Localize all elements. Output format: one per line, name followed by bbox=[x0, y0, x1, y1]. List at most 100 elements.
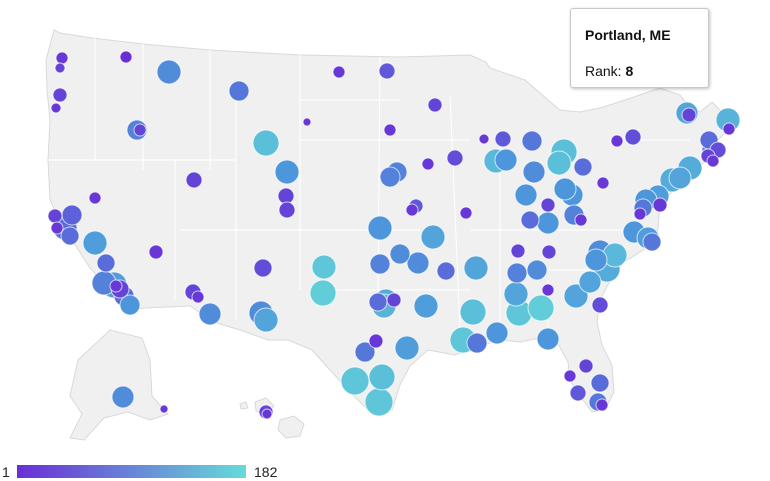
city-bubble[interactable] bbox=[494, 130, 512, 148]
city-bubble[interactable] bbox=[420, 224, 446, 250]
city-bubble[interactable] bbox=[590, 373, 610, 393]
city-bubble[interactable] bbox=[553, 177, 577, 201]
city-bubble[interactable] bbox=[148, 244, 164, 260]
city-bubble[interactable] bbox=[119, 50, 133, 64]
city-bubble[interactable] bbox=[573, 157, 593, 177]
city-bubble[interactable] bbox=[367, 215, 393, 241]
city-bubble[interactable] bbox=[506, 262, 528, 284]
city-bubble[interactable] bbox=[569, 384, 587, 402]
city-bubble[interactable] bbox=[50, 102, 62, 114]
city-bubble[interactable] bbox=[61, 204, 83, 226]
city-bubble[interactable] bbox=[60, 226, 80, 246]
city-bubble[interactable] bbox=[228, 80, 250, 102]
city-bubble[interactable] bbox=[510, 243, 526, 259]
city-bubble[interactable] bbox=[253, 307, 279, 333]
city-bubble[interactable] bbox=[478, 133, 490, 145]
city-bubble[interactable] bbox=[354, 341, 376, 363]
city-bubble[interactable] bbox=[368, 292, 388, 312]
city-bubble[interactable] bbox=[563, 369, 577, 383]
city-bubble[interactable] bbox=[252, 129, 280, 157]
city-bubble[interactable] bbox=[394, 335, 420, 361]
city-bubble[interactable] bbox=[574, 213, 588, 227]
city-bubble[interactable] bbox=[88, 191, 102, 205]
city-bubble[interactable] bbox=[459, 298, 487, 326]
city-bubble[interactable] bbox=[466, 332, 488, 354]
city-bubble[interactable] bbox=[389, 243, 411, 265]
city-bubble[interactable] bbox=[522, 160, 546, 184]
legend-max-label: 182 bbox=[254, 464, 278, 480]
city-bubble[interactable] bbox=[198, 302, 222, 326]
city-bubble[interactable] bbox=[485, 321, 509, 345]
city-bubble[interactable] bbox=[624, 128, 642, 146]
city-bubble[interactable] bbox=[427, 97, 443, 113]
city-bubble[interactable] bbox=[527, 294, 555, 322]
city-bubble[interactable] bbox=[156, 59, 182, 85]
city-bubble[interactable] bbox=[368, 363, 396, 391]
city-bubble[interactable] bbox=[446, 149, 464, 167]
city-bubble[interactable] bbox=[526, 259, 548, 281]
city-bubble[interactable] bbox=[191, 290, 205, 304]
city-bubble[interactable] bbox=[82, 230, 108, 256]
city-bubble[interactable] bbox=[159, 404, 169, 414]
city-bubble[interactable] bbox=[386, 292, 402, 308]
city-bubble[interactable] bbox=[311, 254, 337, 280]
city-bubble[interactable] bbox=[109, 279, 123, 293]
city-bubble[interactable] bbox=[642, 232, 662, 252]
city-bubble[interactable] bbox=[541, 244, 557, 260]
city-bubble[interactable] bbox=[436, 261, 456, 281]
city-bubble[interactable] bbox=[546, 150, 572, 176]
city-bubble[interactable] bbox=[514, 183, 538, 207]
city-bubble[interactable] bbox=[536, 211, 560, 235]
city-bubble[interactable] bbox=[578, 270, 602, 294]
city-bubble[interactable] bbox=[578, 358, 594, 374]
city-bubble[interactable] bbox=[591, 296, 609, 314]
city-bubble[interactable] bbox=[503, 281, 529, 307]
city-bubble[interactable] bbox=[633, 207, 647, 221]
city-bubble[interactable] bbox=[96, 253, 116, 273]
city-bubble[interactable] bbox=[405, 203, 419, 217]
city-bubble[interactable] bbox=[54, 62, 66, 74]
city-bubble[interactable] bbox=[340, 366, 370, 396]
city-bubble[interactable] bbox=[421, 157, 435, 171]
city-bubble[interactable] bbox=[369, 253, 391, 275]
city-bubble[interactable] bbox=[413, 293, 439, 319]
city-bubble[interactable] bbox=[706, 154, 720, 168]
city-bubble[interactable] bbox=[541, 283, 555, 297]
city-bubble[interactable] bbox=[332, 65, 346, 79]
city-bubble[interactable] bbox=[540, 197, 556, 213]
city-bubble[interactable] bbox=[536, 327, 560, 351]
city-bubble[interactable] bbox=[55, 51, 69, 65]
city-bubble[interactable] bbox=[383, 123, 397, 137]
city-bubble[interactable] bbox=[364, 387, 394, 417]
city-bubble[interactable] bbox=[595, 398, 609, 412]
city-bubble[interactable] bbox=[278, 201, 296, 219]
city-bubble[interactable] bbox=[494, 148, 518, 172]
city-bubble[interactable] bbox=[111, 385, 135, 409]
city-bubble[interactable] bbox=[133, 123, 147, 137]
city-bubble[interactable] bbox=[610, 134, 624, 148]
city-bubble[interactable] bbox=[309, 279, 337, 307]
city-bubble[interactable] bbox=[379, 166, 401, 188]
city-bubble[interactable] bbox=[463, 255, 489, 281]
city-bubble[interactable] bbox=[47, 208, 63, 224]
city-bubble[interactable] bbox=[52, 87, 68, 103]
city-bubble[interactable] bbox=[274, 159, 300, 185]
city-bubble[interactable] bbox=[302, 117, 312, 127]
city-bubble[interactable] bbox=[459, 206, 473, 220]
city-bubble[interactable] bbox=[584, 248, 608, 272]
city-bubble[interactable] bbox=[520, 210, 540, 230]
city-bubble[interactable] bbox=[681, 107, 697, 123]
city-bubble[interactable] bbox=[378, 62, 396, 80]
city-bubble[interactable] bbox=[261, 408, 273, 420]
city-bubble[interactable] bbox=[406, 251, 430, 275]
city-bubble[interactable] bbox=[521, 130, 543, 152]
city-bubble[interactable] bbox=[722, 122, 736, 136]
city-bubble[interactable] bbox=[185, 171, 203, 189]
city-bubble[interactable] bbox=[596, 176, 610, 190]
city-bubble[interactable] bbox=[368, 333, 384, 349]
city-bubble[interactable] bbox=[253, 258, 273, 278]
city-bubble[interactable] bbox=[119, 294, 141, 316]
city-bubble[interactable] bbox=[668, 166, 692, 190]
city-bubble[interactable] bbox=[652, 197, 668, 213]
city-bubble[interactable] bbox=[50, 221, 64, 235]
